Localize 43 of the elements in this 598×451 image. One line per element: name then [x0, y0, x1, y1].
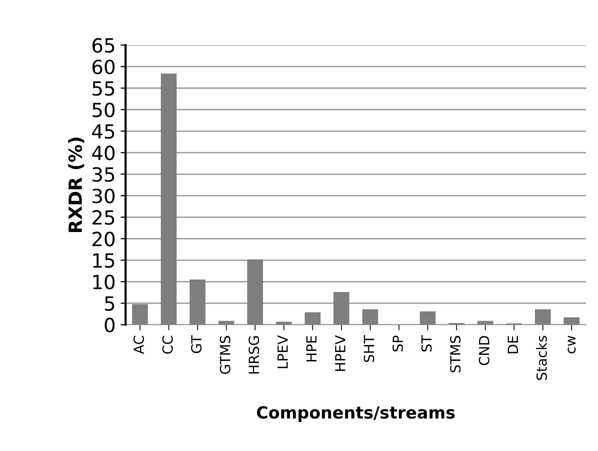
bar: [420, 311, 436, 325]
y-tick-label: 10: [93, 274, 115, 290]
y-tick-label: 55: [92, 81, 114, 96]
y-tick-label: 25: [92, 210, 114, 225]
bar: [132, 304, 148, 325]
y-axis-title: RXDR (%): [68, 138, 84, 232]
x-tick-label: GTMS: [220, 336, 230, 374]
x-tick-label: SHT: [364, 335, 374, 362]
y-tick-label: 0: [104, 318, 115, 332]
bar: [190, 280, 206, 325]
x-tick-label: LPEV: [278, 335, 288, 368]
y-tick-label: 50: [92, 102, 115, 118]
bar: [362, 309, 378, 325]
y-tick-label: 20: [92, 232, 115, 246]
bar: [334, 292, 350, 325]
y-tick-label: 45: [92, 124, 114, 139]
x-tick-label: Stacks: [536, 336, 547, 380]
x-tick-label: ST: [421, 335, 432, 352]
bar: [564, 317, 580, 325]
x-tick-label: cw: [568, 336, 576, 354]
x-tick-label: GT: [191, 335, 202, 354]
y-tick-label: 5: [104, 296, 114, 311]
bar: [304, 312, 321, 325]
x-axis-title: Components/streams: [256, 406, 455, 422]
bar: [247, 259, 263, 325]
y-tick-label: 60: [92, 60, 115, 74]
x-tick-label: HRSG: [248, 336, 260, 374]
bar: [534, 309, 551, 325]
x-tick-label: HPE: [306, 336, 316, 362]
x-tick-label: DE: [508, 336, 518, 354]
y-tick-label: 15: [93, 253, 114, 268]
x-tick-label: CND: [478, 336, 490, 366]
y-tick-label: 65: [92, 38, 114, 53]
x-tick-label: AC: [133, 336, 144, 354]
y-tick-label: 40: [92, 146, 115, 160]
x-tick-label: STMS: [450, 336, 461, 372]
y-tick-label: 30: [92, 188, 115, 204]
x-tick-label: HPEV: [335, 335, 346, 371]
bar: [276, 322, 292, 325]
y-tick-label: 35: [92, 167, 114, 182]
x-tick-label: SP: [392, 336, 404, 352]
bar: [160, 73, 177, 325]
x-tick-label: CC: [162, 336, 173, 354]
